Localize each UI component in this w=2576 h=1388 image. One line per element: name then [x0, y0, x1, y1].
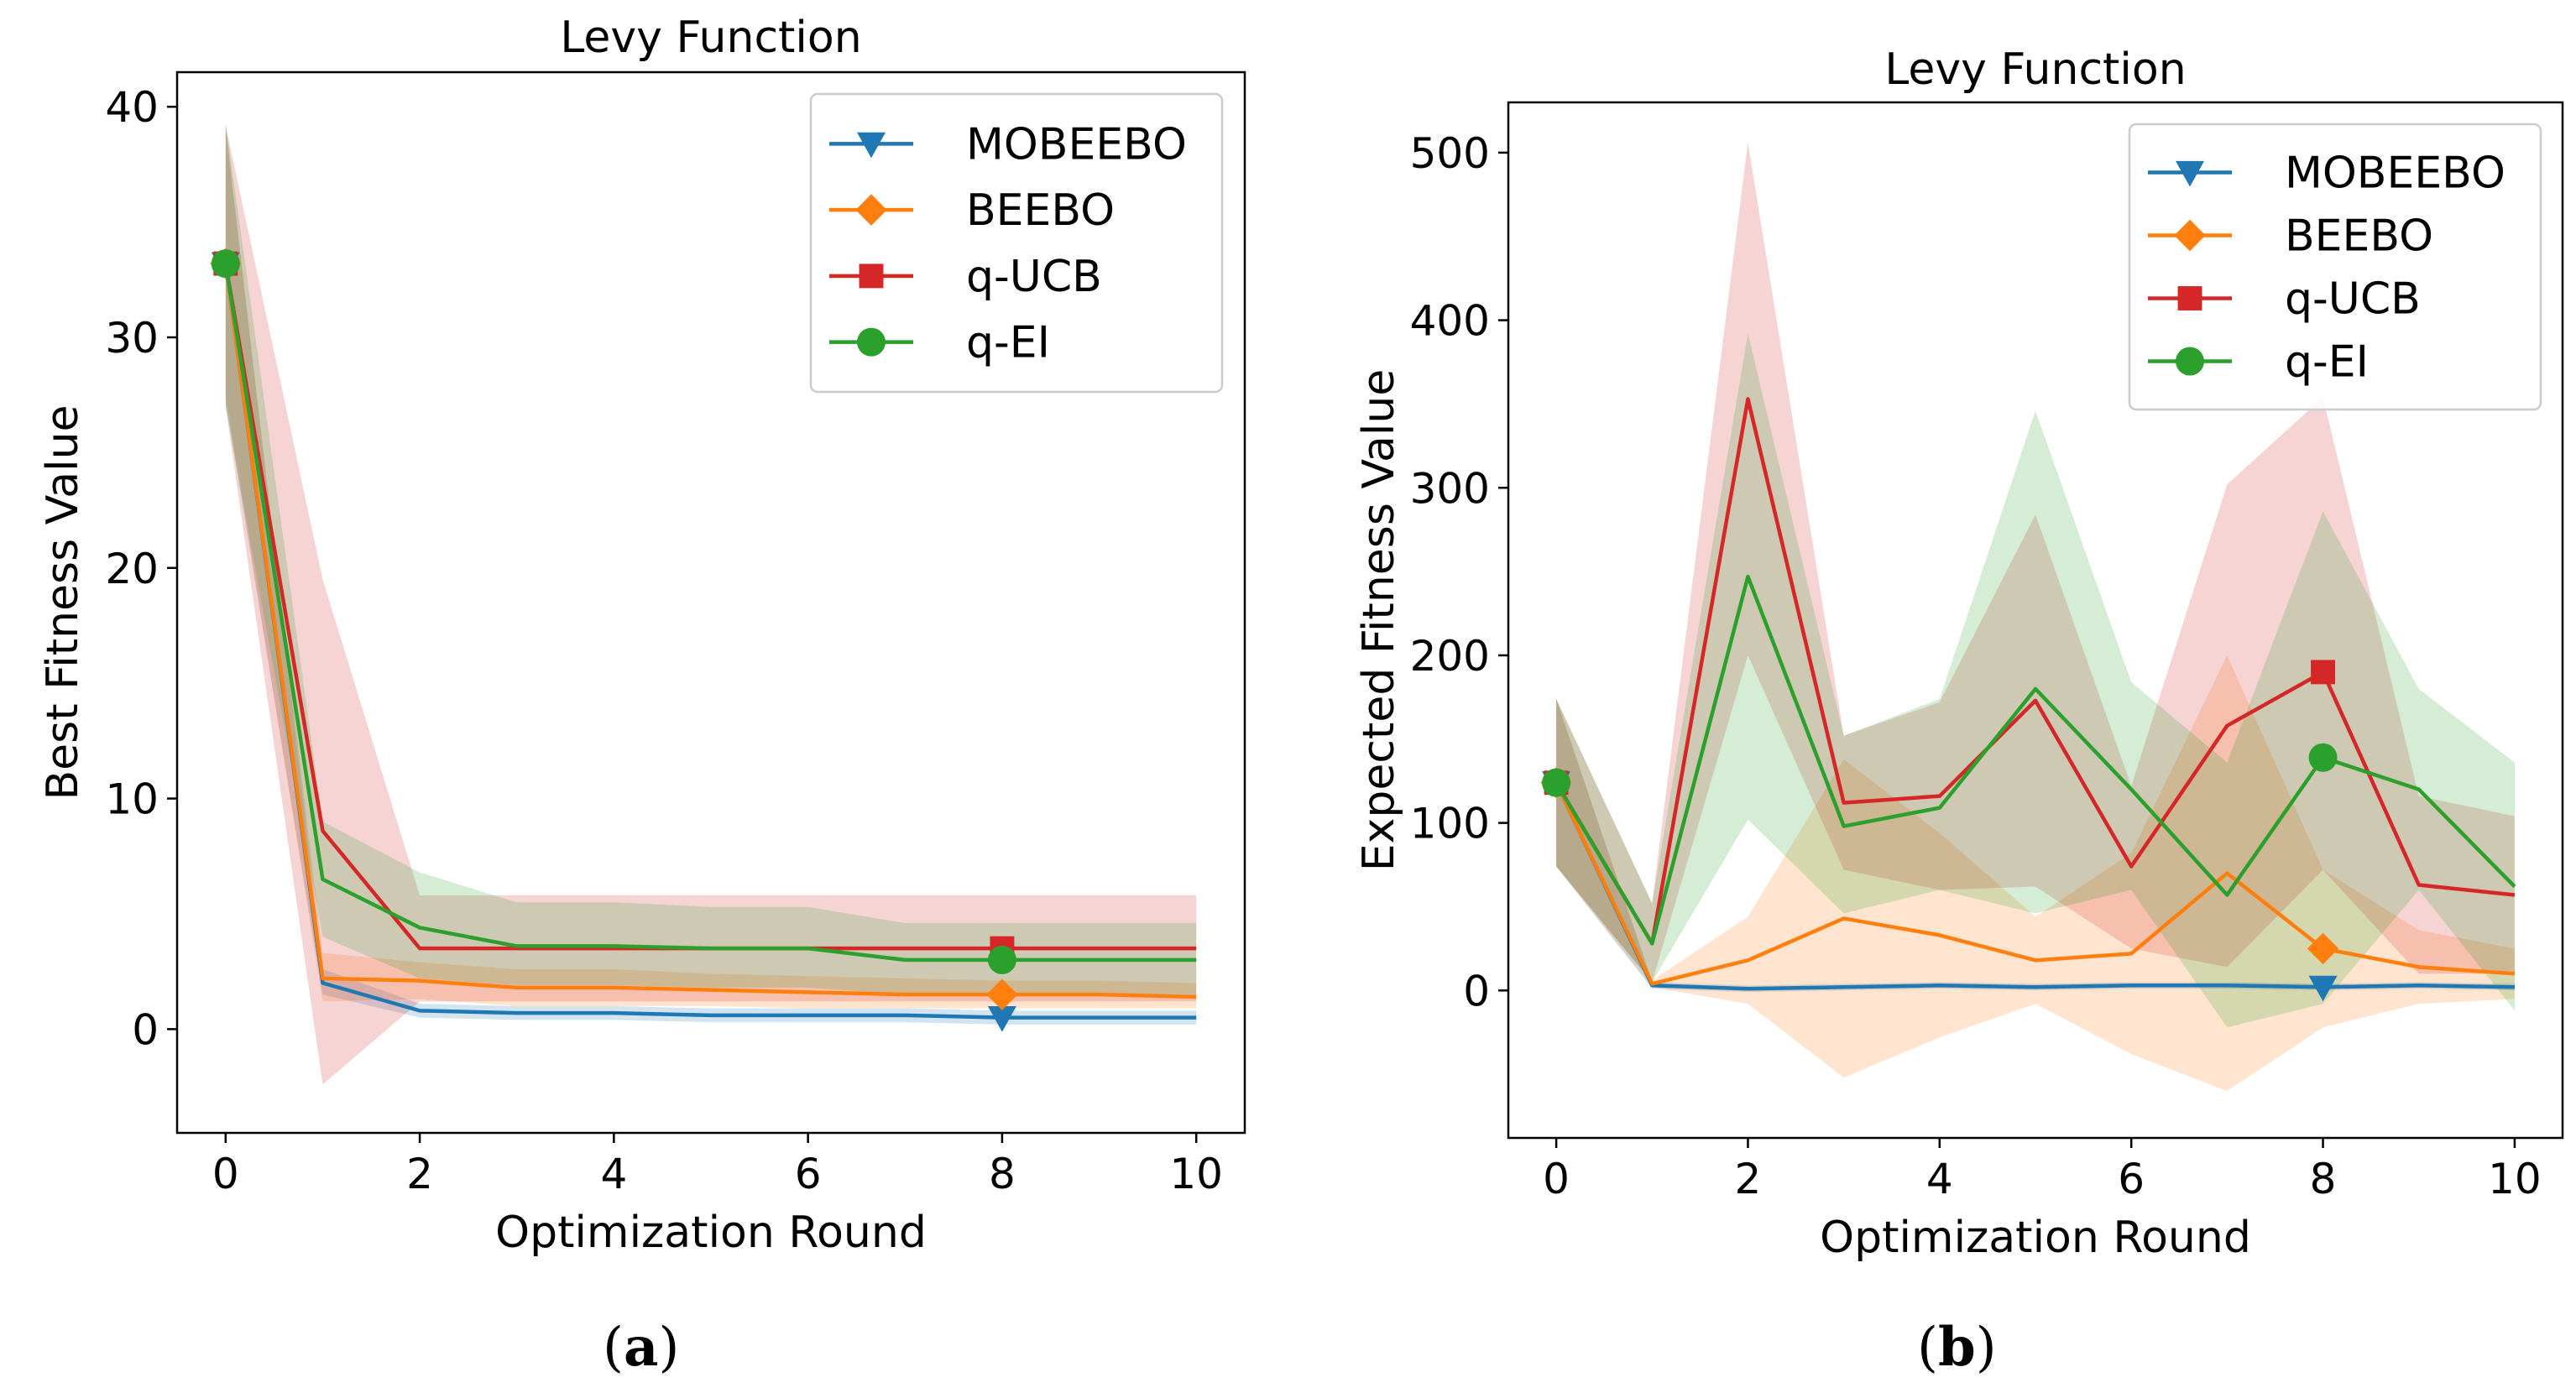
line-q-ei — [1554, 574, 2516, 946]
y-tick-label: 0 — [1463, 967, 1490, 1015]
legend-marker-q-ei — [2176, 347, 2204, 376]
x-tick-label: 2 — [406, 1150, 433, 1198]
band-beebo — [1556, 655, 2515, 1092]
line-mobeebo — [223, 263, 1197, 1020]
band-q-ei — [225, 123, 1197, 995]
legend-label-mobeebo: MOBEEBO — [966, 119, 1187, 170]
band-q-ucb — [225, 125, 1197, 1085]
x-tick-label: 10 — [2488, 1155, 2542, 1203]
legend-label-q-ucb: q-UCB — [966, 252, 1102, 302]
x-tick-label: 8 — [2310, 1155, 2337, 1203]
band-q-ucb — [1556, 142, 2515, 983]
legend-marker-q-ei — [857, 327, 886, 357]
y-axis-label: Best Fitness Value — [38, 404, 88, 800]
x-tick-label: 6 — [795, 1150, 822, 1198]
point-q-ei-x8 — [2308, 743, 2338, 772]
legend-label-q-ei: q-EI — [2285, 337, 2369, 388]
x-axis-label: Optimization Round — [1820, 1213, 2251, 1263]
point-beebo-x8 — [2307, 932, 2339, 965]
chart-title: Levy Function — [1884, 44, 2186, 95]
y-tick-label: 30 — [105, 314, 159, 363]
legend-label-mobeebo: MOBEEBO — [2285, 149, 2505, 199]
x-tick-label: 4 — [600, 1150, 627, 1198]
point-q-ei-x0 — [211, 249, 240, 279]
y-tick-label: 100 — [1410, 800, 1490, 848]
caption-a-letter: a — [623, 1316, 659, 1379]
legend-marker-mobeebo — [2176, 160, 2204, 187]
x-tick-label: 2 — [1735, 1155, 1762, 1203]
line-beebo — [223, 263, 1197, 999]
line-beebo — [1554, 781, 2516, 986]
x-axis-label: Optimization Round — [495, 1208, 927, 1258]
legend-marker-mobeebo — [857, 132, 886, 159]
point-mobeebo-x8 — [2308, 975, 2338, 1002]
chart-panel-a: 0 2 4 6 8 10 0 10 20 30 40 Levy Function Optimizatio… — [38, 13, 1246, 1258]
point-q-ei-x8 — [987, 945, 1016, 974]
x-tick-label: 6 — [2118, 1155, 2145, 1203]
legend-marker-beebo — [855, 194, 887, 226]
legend-label-q-ei: q-EI — [966, 318, 1050, 368]
y-tick-label: 400 — [1410, 297, 1490, 346]
plot-area — [223, 123, 1197, 1085]
point-mobeebo-x8 — [987, 1006, 1016, 1032]
axes-frame — [1507, 101, 2564, 1140]
y-tick-label: 20 — [105, 545, 159, 593]
x-tick-label: 8 — [989, 1150, 1016, 1198]
legend-marker-q-ucb — [859, 264, 884, 289]
point-q-ei-x0 — [1542, 768, 1571, 797]
y-tick-label: 10 — [105, 775, 159, 824]
legend-box — [809, 92, 1224, 394]
legend-marker-beebo — [2174, 219, 2206, 252]
legend-box — [2128, 123, 2542, 411]
chart-title: Levy Function — [560, 13, 861, 63]
x-tick-label: 0 — [212, 1150, 239, 1198]
y-tick-label: 300 — [1410, 464, 1490, 513]
band-q-ei — [1556, 333, 2515, 1028]
y-axis-label: Expected Fitness Value — [1354, 369, 1404, 872]
legend-label-beebo: BEEBO — [966, 185, 1115, 236]
plot-area — [1554, 142, 2516, 1092]
line-q-ei — [223, 263, 1197, 963]
y-tick-label: 0 — [132, 1005, 159, 1054]
y-tick-label: 40 — [105, 83, 159, 132]
caption-b: (b) — [1917, 1316, 1997, 1379]
caption-a: (a) — [603, 1316, 680, 1379]
point-beebo-x8 — [986, 978, 1018, 1010]
legend-label-beebo: BEEBO — [2285, 211, 2433, 262]
x-tick-label: 4 — [1926, 1155, 1953, 1203]
line-mobeebo — [1554, 781, 2515, 991]
point-q-ucb-x8 — [2311, 660, 2335, 685]
legend-marker-q-ucb — [2177, 286, 2202, 310]
caption-b-letter: b — [1937, 1316, 1976, 1379]
x-tick-label: 0 — [1543, 1155, 1570, 1203]
legend-label-q-ucb: q-UCB — [2285, 274, 2421, 325]
y-tick-label: 200 — [1410, 632, 1490, 681]
axes-frame — [175, 70, 1246, 1135]
line-q-ucb — [1554, 397, 2516, 946]
y-tick-label: 500 — [1410, 129, 1490, 178]
x-tick-label: 10 — [1169, 1150, 1223, 1198]
